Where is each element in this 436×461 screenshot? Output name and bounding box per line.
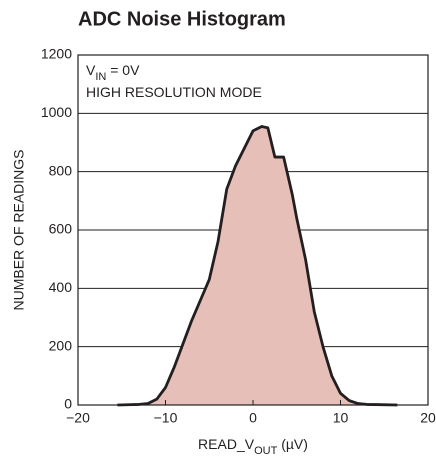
y-tick-label: 400 [49,279,73,295]
y-tick-label: 200 [49,337,73,353]
y-tick-label: 800 [49,162,73,178]
annotation-part: V [86,62,96,78]
annotation: VIN = 0V [86,62,140,83]
x-tick-label: 20 [420,410,436,426]
x-axis-label-part: READ_V [198,436,255,452]
y-tick-label: 1000 [41,104,72,120]
y-tick-label: 600 [49,221,73,237]
x-tick-label: −10 [154,410,178,426]
x-axis-label-part: OUT [254,445,278,457]
x-axis-label: READ_VOUT (µV) [198,436,308,457]
area-line [117,125,398,407]
x-tick-label: −20 [66,410,90,426]
x-axis-label-part: (µV) [277,436,308,452]
y-axis-label: NUMBER OF READINGS [11,149,27,310]
x-tick-label: 10 [333,410,349,426]
y-tick-label: 1200 [41,46,72,62]
area-fill [117,126,398,405]
y-tick-label: 0 [64,396,72,412]
annotation-part: = 0V [106,62,140,78]
annotation-part: IN [95,71,106,83]
annotation-part: HIGH RESOLUTION MODE [86,84,262,100]
annotation: HIGH RESOLUTION MODE [86,84,262,100]
chart-title: ADC Noise Histogram [78,8,286,30]
x-tick-label: 0 [249,410,257,426]
